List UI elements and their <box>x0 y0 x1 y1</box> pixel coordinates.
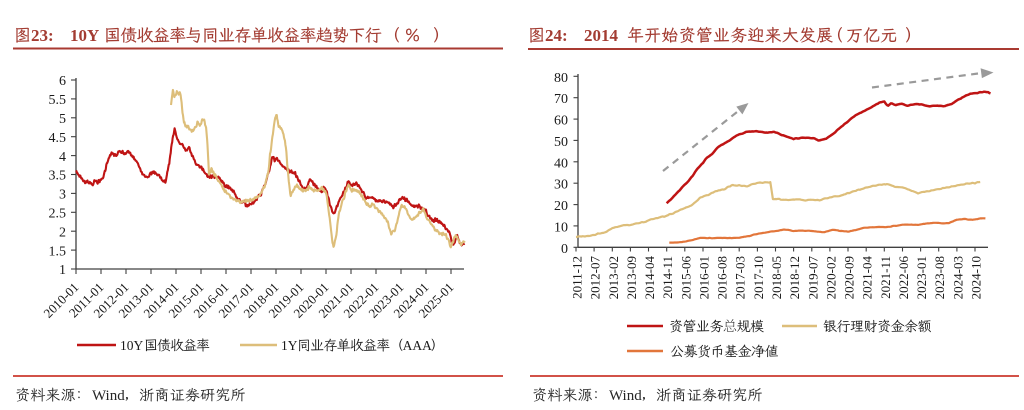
svg-text:2019-07: 2019-07 <box>805 256 820 300</box>
svg-text:30: 30 <box>554 178 568 193</box>
svg-text:2018-05: 2018-05 <box>769 256 784 299</box>
svg-text:2016-01: 2016-01 <box>697 256 712 299</box>
svg-text:10Y: 10Y <box>120 338 144 353</box>
svg-text:2022-06: 2022-06 <box>896 256 911 300</box>
svg-text:2023-08: 2023-08 <box>932 256 947 299</box>
svg-text:2018-12: 2018-12 <box>787 256 802 299</box>
svg-text:Wind: Wind <box>92 388 125 404</box>
svg-text:23:: 23: <box>31 26 54 45</box>
svg-text:2021-04: 2021-04 <box>860 256 875 300</box>
svg-text:2017-10: 2017-10 <box>751 256 766 299</box>
svg-text:2021-11: 2021-11 <box>878 256 893 299</box>
svg-text:1: 1 <box>59 263 66 278</box>
svg-text:1.5: 1.5 <box>49 244 67 259</box>
svg-text:60: 60 <box>554 114 568 129</box>
svg-text:2015-06: 2015-06 <box>678 256 693 300</box>
svg-text:2016-08: 2016-08 <box>715 256 730 299</box>
svg-text:2014-11: 2014-11 <box>660 256 675 299</box>
svg-text:2.5: 2.5 <box>49 207 67 222</box>
svg-text:2023-01: 2023-01 <box>914 256 929 299</box>
svg-text:3: 3 <box>59 188 66 203</box>
svg-text:40: 40 <box>554 156 568 171</box>
svg-text:3.5: 3.5 <box>49 169 67 184</box>
svg-text:AAA: AAA <box>403 338 432 353</box>
svg-text:2012-07: 2012-07 <box>588 256 603 300</box>
svg-text:0: 0 <box>561 242 568 257</box>
svg-text:2024-10: 2024-10 <box>969 256 984 299</box>
svg-text:2: 2 <box>59 225 66 240</box>
svg-text:4.5: 4.5 <box>49 131 67 146</box>
svg-text:24:: 24: <box>545 26 568 45</box>
svg-text:2020-09: 2020-09 <box>842 256 857 299</box>
svg-text:2014: 2014 <box>584 26 619 45</box>
svg-text:2011-12: 2011-12 <box>570 256 585 299</box>
svg-text:70: 70 <box>554 92 568 107</box>
svg-text:50: 50 <box>554 135 568 150</box>
svg-text:2020-02: 2020-02 <box>823 256 838 299</box>
svg-text:2017-03: 2017-03 <box>733 256 748 299</box>
svg-text:10Y: 10Y <box>70 26 99 45</box>
svg-text:1Y: 1Y <box>281 338 298 353</box>
svg-text:80: 80 <box>554 71 568 86</box>
svg-text:5.5: 5.5 <box>49 93 67 108</box>
svg-text:5: 5 <box>59 112 66 127</box>
svg-text:2013-02: 2013-02 <box>606 256 621 299</box>
svg-text:2013-09: 2013-09 <box>624 256 639 299</box>
svg-text:2024-03: 2024-03 <box>950 256 965 299</box>
svg-text:4: 4 <box>59 150 66 165</box>
svg-text:20: 20 <box>554 199 568 214</box>
svg-text:6: 6 <box>59 74 66 89</box>
svg-text:2014-04: 2014-04 <box>642 256 657 300</box>
svg-text:Wind: Wind <box>609 388 642 404</box>
svg-text:10: 10 <box>554 220 568 235</box>
